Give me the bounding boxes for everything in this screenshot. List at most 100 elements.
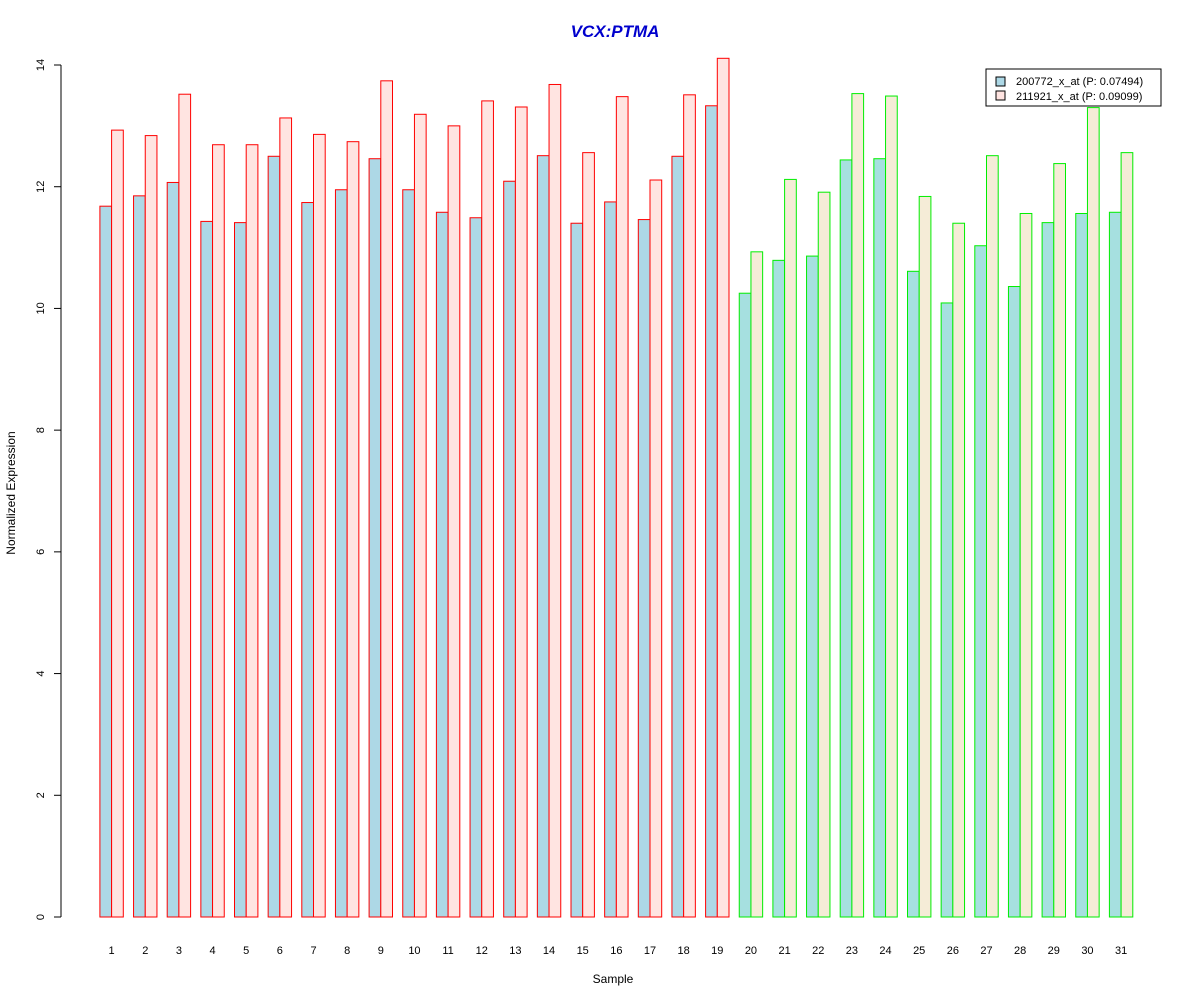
bar-sample-3-series-1: [166, 181, 180, 918]
x-tick-label: 15: [577, 945, 589, 957]
bar-sample-24-series-1: [873, 158, 887, 918]
legend-label-211921-x-at: 211921_x_at (P: 0.09099): [1016, 91, 1142, 103]
x-tick-label: 14: [543, 945, 555, 957]
bar-sample-9-series-1: [368, 158, 382, 918]
x-tick-label: 4: [209, 945, 215, 957]
bar-sample-15-series-2: [582, 152, 595, 918]
y-tick-label: 0: [35, 914, 47, 920]
bar-sample-1-series-2: [111, 129, 124, 918]
bar-sample-2-series-1: [133, 195, 146, 918]
bar-sample-4-series-1: [200, 220, 214, 918]
y-axis: 0 2 4 6 8 10 12 14: [35, 59, 62, 920]
x-tick-label: 28: [1014, 945, 1026, 957]
bar-sample-24-series-2: [885, 95, 898, 918]
bar-sample-18-series-1: [671, 155, 685, 918]
x-tick-label: 31: [1115, 945, 1127, 957]
x-tick-label: 26: [947, 945, 959, 957]
bar-sample-17-series-2: [649, 179, 663, 918]
bar-sample-27-series-1: [974, 245, 987, 918]
bar-sample-31-series-1: [1108, 211, 1122, 918]
bar-sample-9-series-2: [380, 80, 393, 918]
x-tick-label: 25: [913, 945, 925, 957]
bar-sample-10-series-2: [413, 113, 427, 918]
x-tick-label: 1: [109, 945, 115, 957]
x-tick-label: 7: [310, 945, 316, 957]
x-tick-label: 3: [176, 945, 182, 957]
bar-sample-30-series-1: [1075, 212, 1088, 918]
bar-sample-28-series-1: [1007, 286, 1021, 918]
x-tick-label: 20: [745, 945, 757, 957]
bar-sample-10-series-1: [402, 189, 415, 918]
x-tick-label: 17: [644, 945, 656, 957]
bar-sample-14-series-2: [548, 83, 562, 918]
x-tick-labels: 1 2 3 4 5 6 7 8 9 10 11 12 13 14 15 16 17 18 19 20 21 22 23 24 2…: [109, 945, 1128, 957]
bar-sample-29-series-1: [1041, 222, 1055, 918]
x-tick-label: 29: [1048, 945, 1060, 957]
bar-sample-26-series-1: [940, 302, 954, 918]
bar-sample-4-series-2: [212, 144, 225, 918]
x-tick-label: 6: [277, 945, 283, 957]
x-tick-label: 11: [442, 945, 453, 957]
bar-sample-3-series-2: [178, 93, 192, 918]
x-tick-label: 16: [610, 945, 622, 957]
bar-sample-18-series-2: [683, 94, 696, 918]
bar-sample-23-series-2: [851, 93, 865, 918]
bar-sample-15-series-1: [570, 222, 584, 918]
x-tick-label: 22: [812, 945, 824, 957]
y-tick-label: 10: [35, 302, 47, 314]
y-tick-label: 4: [35, 671, 47, 677]
x-tick-label: 18: [678, 945, 690, 957]
x-tick-label: 24: [879, 945, 891, 957]
bar-sample-8-series-1: [334, 189, 348, 918]
x-tick-label: 2: [142, 945, 148, 957]
bar-sample-16-series-1: [604, 201, 617, 918]
bar-sample-5-series-1: [234, 222, 247, 918]
x-tick-label: 23: [846, 945, 858, 957]
chart-title: VCX:PTMA: [571, 22, 660, 41]
bar-sample-12-series-1: [469, 217, 483, 918]
y-tick-label: 14: [35, 59, 47, 71]
x-tick-label: 19: [711, 945, 723, 957]
x-tick-label: 21: [778, 945, 790, 957]
bar-sample-11-series-1: [435, 211, 449, 918]
bar-sample-25-series-2: [918, 195, 932, 918]
legend-label-200772-x-at: 200772_x_at (P: 0.07494): [1016, 76, 1143, 88]
bar-sample-20-series-1: [738, 292, 752, 918]
legend: 200772_x_at (P: 0.07494) 211921_x_at (P:…: [985, 68, 1162, 107]
y-tick-label: 12: [35, 181, 47, 193]
x-tick-label: 13: [509, 945, 521, 957]
bar-sample-19-series-1: [705, 105, 718, 918]
bar-sample-17-series-1: [637, 219, 651, 918]
bar-sample-7-series-2: [313, 133, 326, 918]
x-tick-label: 9: [378, 945, 384, 957]
bar-sample-23-series-1: [839, 159, 853, 918]
legend-swatch-200772-x-at: [995, 76, 1006, 87]
bar-sample-19-series-2: [716, 57, 730, 918]
y-tick-label: 8: [35, 427, 47, 433]
legend-swatch-211921-x-at: [995, 90, 1006, 101]
bar-sample-12-series-2: [481, 100, 494, 918]
y-axis-label: Normalized Expression: [4, 431, 18, 554]
bars-group: [99, 57, 1134, 918]
bar-sample-13-series-1: [503, 180, 516, 918]
legend-box: [985, 68, 1162, 107]
bar-sample-26-series-2: [952, 222, 966, 918]
bar-sample-1-series-1: [99, 205, 113, 918]
x-tick-label: 27: [980, 945, 992, 957]
bar-sample-21-series-2: [784, 178, 797, 918]
x-tick-label: 12: [476, 945, 488, 957]
bar-sample-7-series-1: [301, 202, 314, 918]
bar-sample-8-series-2: [346, 141, 360, 918]
bar-sample-11-series-2: [447, 125, 461, 918]
bar-sample-22-series-1: [806, 255, 819, 918]
bar-sample-20-series-2: [750, 251, 764, 918]
bar-sample-30-series-2: [1086, 107, 1100, 918]
bar-sample-6-series-2: [279, 117, 293, 918]
bar-sample-14-series-1: [536, 155, 550, 918]
bar-sample-5-series-2: [245, 144, 259, 918]
bar-sample-29-series-2: [1053, 163, 1067, 918]
bar-sample-21-series-1: [772, 259, 786, 918]
bar-sample-16-series-2: [615, 96, 629, 918]
